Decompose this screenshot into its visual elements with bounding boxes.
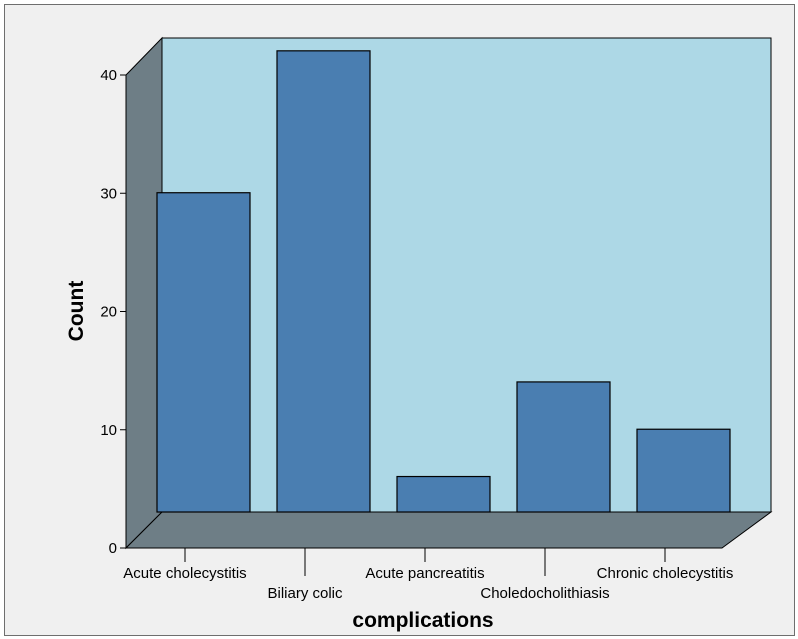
bar-chart: 0 10 20 30 40 Acute cholecystitis Biliary col… (65, 36, 773, 632)
x-axis: Acute cholecystitis Biliary colic Acute pa… (123, 548, 733, 602)
y-tick-label: 20 (100, 304, 117, 321)
y-axis: 0 10 20 30 40 (100, 67, 127, 557)
bar-group (156, 50, 731, 513)
y-tick-label: 10 (100, 422, 117, 439)
x-axis-title: complications (352, 609, 493, 632)
bar (516, 381, 611, 513)
bar (636, 428, 731, 513)
y-axis-title: Count (65, 281, 88, 342)
chart-frame: 0 10 20 30 40 Acute cholecystitis Biliary col… (4, 4, 795, 636)
bar (276, 50, 371, 513)
chart-walls (124, 36, 773, 550)
x-tick-label: Acute cholecystitis (123, 565, 246, 582)
x-tick-label: Chronic cholecystitis (597, 565, 734, 582)
x-tick-label: Acute pancreatitis (365, 565, 484, 582)
y-tick-label: 40 (100, 67, 117, 84)
bar (156, 192, 251, 513)
y-tick-label: 0 (109, 540, 117, 557)
y-tick-label: 30 (100, 185, 117, 202)
x-tick-label: Choledocholithiasis (480, 585, 609, 602)
x-tick-label: Biliary colic (267, 585, 343, 602)
bar (396, 475, 491, 513)
floor (124, 511, 773, 549)
